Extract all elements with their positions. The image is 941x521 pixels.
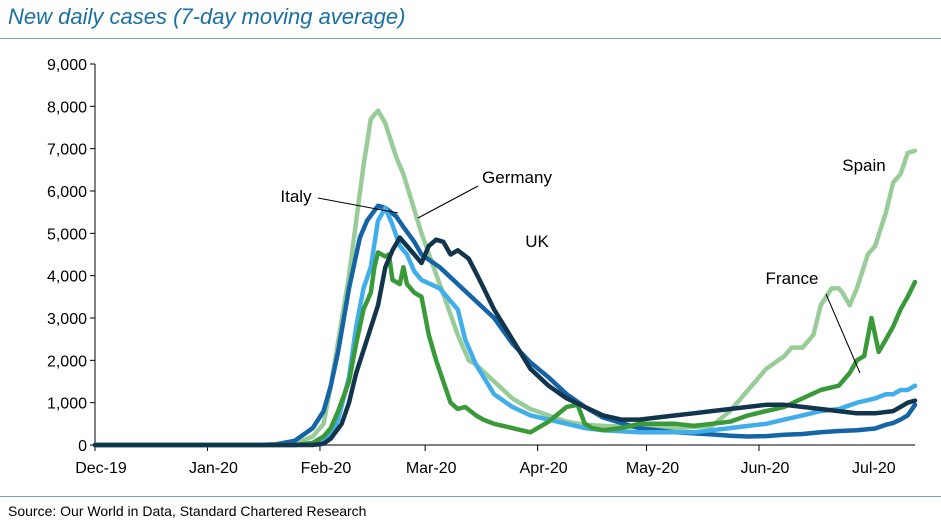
y-tick-label: 3,000 <box>47 311 87 328</box>
leader-line-italy <box>317 197 399 214</box>
series-line-spain <box>92 108 918 448</box>
y-tick-label: 6,000 <box>47 184 87 201</box>
x-tick-label: Mar-20 <box>406 460 457 477</box>
series-label-spain: Spain <box>842 156 885 175</box>
footer-divider <box>0 496 941 497</box>
x-tick-label: Feb-20 <box>301 460 352 477</box>
y-tick-label: 8,000 <box>47 99 87 116</box>
x-tick-label: Jun-20 <box>741 460 790 477</box>
y-tick-label: 5,000 <box>47 226 87 243</box>
x-tick-label: Jul-20 <box>852 460 896 477</box>
x-tick-label: Dec-19 <box>75 460 127 477</box>
series-label-italy: Italy <box>280 187 312 206</box>
x-tick-label: Apr-20 <box>520 460 568 477</box>
series-line-uk <box>92 235 918 448</box>
y-tick-label: 0 <box>78 438 87 455</box>
series-label-france: France <box>766 269 819 288</box>
x-tick-label: May-20 <box>626 460 679 477</box>
y-tick-label: 1,000 <box>47 396 87 413</box>
series-label-germany: Germany <box>482 168 552 187</box>
series-label-uk: UK <box>525 232 549 251</box>
y-tick-label: 9,000 <box>47 57 87 74</box>
leader-line-germany <box>417 185 479 219</box>
leader-line-france <box>825 293 861 374</box>
title-divider <box>0 38 941 39</box>
y-tick-label: 4,000 <box>47 269 87 286</box>
y-tick-label: 2,000 <box>47 353 87 370</box>
chart-title: New daily cases (7-day moving average) <box>8 4 406 29</box>
series-line-italy <box>92 203 918 448</box>
y-tick-label: 7,000 <box>47 142 87 159</box>
source-note: Source: Our World in Data, Standard Char… <box>8 503 367 519</box>
series-line-france <box>92 250 918 448</box>
x-tick-label: Jan-20 <box>189 460 238 477</box>
